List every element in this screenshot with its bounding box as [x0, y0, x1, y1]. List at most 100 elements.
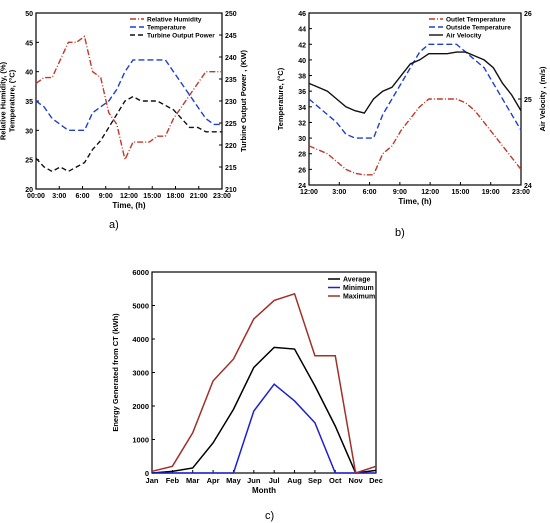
series-line: [308, 51, 522, 114]
legend-entry: Turbine Output Power: [147, 33, 215, 40]
x-tick-label: 12:00: [421, 189, 439, 196]
x-tick-label: Aug: [287, 476, 302, 485]
x-tick-label: Oct: [329, 476, 342, 485]
x-tick-label: 00:00: [27, 193, 45, 200]
y-right-tick-label: 25: [524, 97, 532, 104]
legend-entry: Temperature: [147, 25, 186, 32]
y-left-tick-label: 34: [298, 105, 306, 112]
y-right-tick-label: 235: [225, 77, 237, 84]
y-left-tick-label: 50: [25, 11, 33, 18]
y-left-tick-label: 38: [298, 74, 306, 81]
y-right-tick-label: 24: [524, 183, 532, 190]
y-tick-label: 0: [145, 469, 149, 478]
legend-entry: Minimum: [343, 285, 374, 292]
y-right-tick-label: 210: [225, 187, 237, 194]
chart-a: 20 25 30 35 40 45 50 210 215 220 225 230 235 240 245 25…: [0, 11, 248, 231]
plot-frame: [308, 12, 522, 186]
y-left-tick-label: 45: [25, 40, 33, 47]
series-line: [152, 383, 376, 474]
legend-entry: Maximum: [343, 294, 375, 301]
y-left-tick-label: 28: [298, 152, 306, 159]
x-tick-label: 9:00: [393, 189, 407, 196]
y-left-tick-label: 25: [25, 158, 33, 165]
y-left-tick-label: 32: [298, 120, 306, 127]
y-left-axis-label: Temperature, (°C): [276, 67, 285, 130]
chart-c: 0 1000 2000 3000 4000 5000 6000 Jan Feb Mar Apr May…: [111, 268, 383, 522]
y-tick-label: 5000: [132, 302, 149, 311]
x-tick-label: Nov: [349, 476, 364, 485]
x-tick-label: Sep: [308, 476, 322, 485]
series-line: [35, 95, 222, 173]
x-tick-label: 23:00: [512, 189, 530, 196]
x-tick-label: 3:00: [332, 189, 346, 196]
legend-entry: Relative Humidity: [147, 17, 202, 24]
y-left-tick-label: 44: [298, 27, 306, 34]
y-right-tick-label: 220: [225, 143, 237, 150]
y-left-tick-label: 30: [25, 128, 33, 135]
panel-label: b): [395, 227, 405, 239]
y-right-axis-label: Air Velocity , (m/s): [538, 66, 547, 132]
x-tick-label: 3:00: [52, 193, 66, 200]
series-line: [308, 43, 522, 139]
panel-label: c): [265, 510, 274, 522]
y-right-tick-label: 245: [225, 33, 237, 40]
y-left-tick-label: 35: [25, 99, 33, 106]
x-tick-label: Dec: [369, 476, 383, 485]
x-tick-label: 21:00: [190, 193, 208, 200]
x-tick-label: 15:00: [451, 189, 469, 196]
y-right-tick-label: 215: [225, 165, 237, 172]
x-tick-label: 15:00: [143, 193, 161, 200]
x-tick-label: Jan: [146, 476, 159, 485]
x-tick-label: 6:00: [75, 193, 89, 200]
y-left-tick-label: 26: [298, 167, 306, 174]
y-left-axis-label: Temperature, (°C): [8, 69, 17, 132]
x-tick-label: Jun: [247, 476, 261, 485]
y-left-tick-label: 42: [298, 42, 306, 49]
y-right-tick-label: 225: [225, 121, 237, 128]
y-tick-label: 1000: [132, 436, 149, 445]
y-left-tick-label: 40: [298, 58, 306, 65]
legend-entry: Outside Temperature: [446, 25, 511, 32]
y-axis-label: Energy Generated from CT (kWh): [111, 313, 120, 432]
series-line: [308, 98, 522, 176]
series-line: [35, 35, 222, 162]
y-left-tick-label: 20: [25, 187, 33, 194]
series-line: [151, 346, 377, 474]
chart-b: 24 26 28 30 32 34 36 38 40 42 44 46 24 25 26 12:00 3:00 6…: [276, 11, 547, 239]
panel-label: a): [109, 219, 119, 231]
x-tick-label: 12:00: [120, 193, 138, 200]
y-right-tick-label: 230: [225, 99, 237, 106]
x-tick-label: 19:00: [482, 189, 500, 196]
x-tick-label: 9:00: [99, 193, 113, 200]
x-tick-label: Mar: [186, 476, 199, 485]
y-tick-label: 6000: [132, 268, 149, 277]
y-left-tick-label: 30: [298, 136, 306, 143]
legend-entry: Outlet Temperature: [446, 17, 506, 24]
x-tick-label: Apr: [207, 476, 220, 485]
y-left-tick-label: 24: [298, 183, 306, 190]
y-right-tick-label: 26: [524, 11, 532, 18]
y-left-axis-label: Relative Humidity, (%): [0, 61, 8, 140]
series-line: [35, 59, 222, 132]
series-line: [151, 292, 377, 474]
x-tick-label: Jul: [269, 476, 280, 485]
x-tick-label: 6:00: [363, 189, 377, 196]
x-tick-label: May: [226, 476, 241, 485]
y-right-tick-label: 250: [225, 11, 237, 18]
y-tick-label: 3000: [132, 369, 149, 378]
x-axis-label: Month: [252, 486, 276, 495]
x-tick-label: 23:00: [213, 193, 231, 200]
y-right-axis-label: Turbine Output Power , (KW): [239, 50, 248, 152]
x-axis-label: Time, (h): [398, 197, 432, 206]
y-tick-label: 2000: [132, 402, 149, 411]
y-left-tick-label: 40: [25, 70, 33, 77]
x-tick-label: Feb: [166, 476, 180, 485]
x-tick-label: 18:00: [167, 193, 185, 200]
legend-entry: Average: [343, 277, 370, 284]
plot-frame: [35, 12, 223, 190]
y-tick-label: 4000: [132, 335, 149, 344]
legend-entry: Air Velocity: [446, 33, 482, 40]
y-right-tick-label: 240: [225, 55, 237, 62]
x-tick-label: 12:00: [300, 189, 318, 196]
x-axis-label: Time, (h): [112, 201, 146, 210]
